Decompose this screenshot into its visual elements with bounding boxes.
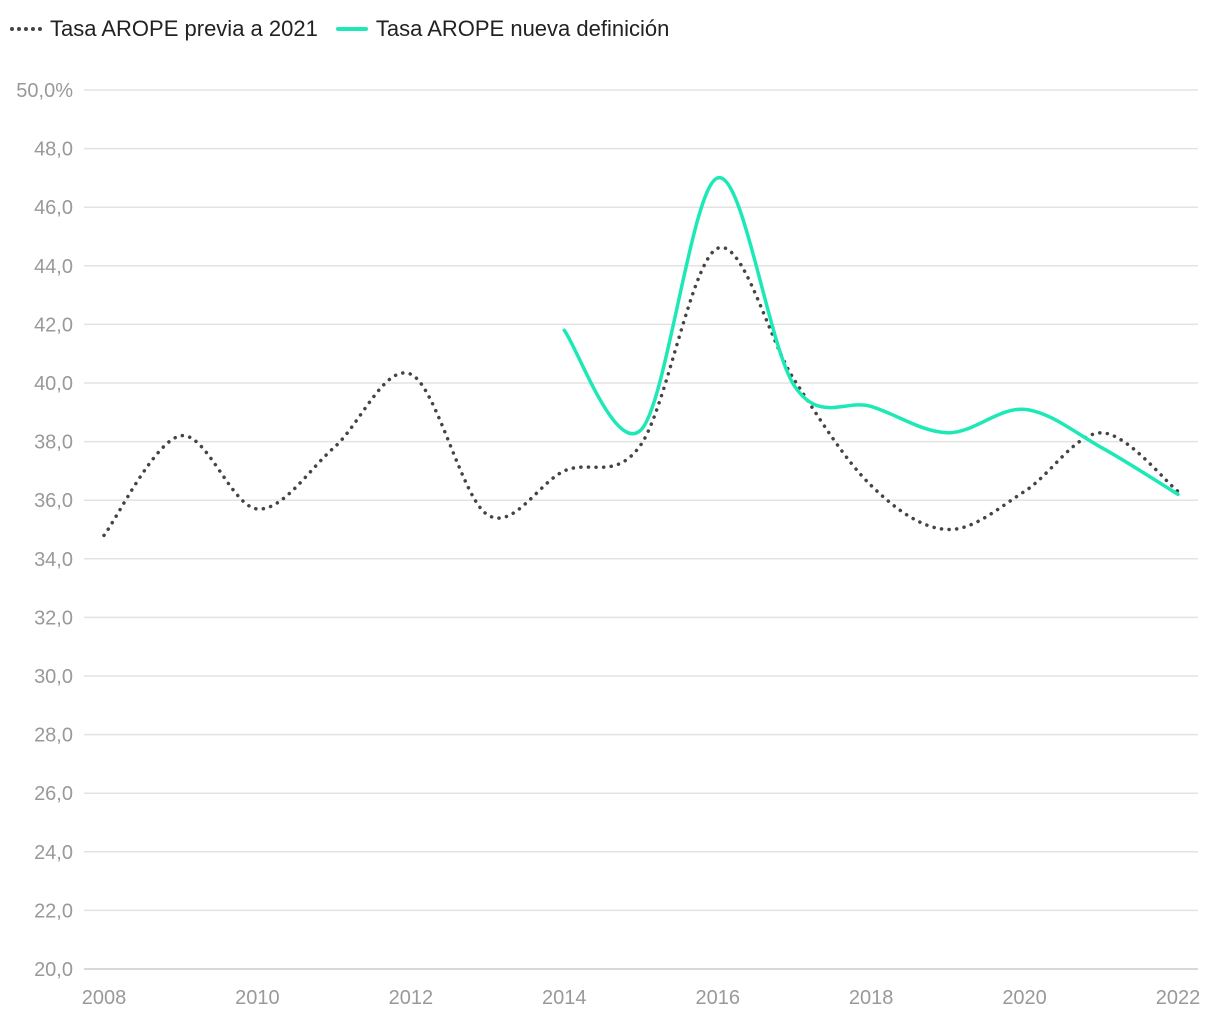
data-point-nueva[interactable] [1096,442,1106,452]
data-point-previa[interactable] [1096,428,1106,438]
y-tick-label: 30,0 [34,666,73,688]
y-tick-label: 26,0 [34,783,73,805]
series-lines [102,176,1180,538]
y-tick-label: 34,0 [34,549,73,571]
data-point-previa[interactable] [406,369,416,379]
y-tick-label: 48,0 [34,139,73,161]
x-tick-label: 2010 [235,987,280,1009]
legend-item-previa[interactable]: Tasa AROPE previa a 2021 [10,16,318,42]
y-tick-label: 44,0 [34,256,73,278]
y-tick-label: 32,0 [34,607,73,629]
y-tick-label: 38,0 [34,432,73,454]
legend-label-previa: Tasa AROPE previa a 2021 [50,16,318,41]
data-point-previa[interactable] [329,442,339,452]
legend-item-nueva[interactable]: Tasa AROPE nueva definición [335,16,670,42]
data-point-previa[interactable] [866,481,876,491]
x-tick-label: 2014 [542,987,587,1009]
y-tick-label: 22,0 [34,900,73,922]
y-tick-label: 28,0 [34,725,73,747]
x-tick-label: 2012 [389,987,434,1009]
gridlines [84,89,1198,970]
data-point-previa[interactable] [1020,486,1030,496]
data-point-previa[interactable] [636,440,646,450]
data-point-nueva[interactable] [559,325,569,335]
x-tick-label: 2020 [1002,987,1047,1009]
series-line-nueva [562,176,1180,497]
data-point-nueva[interactable] [1173,489,1183,499]
x-tick-label: 2008 [82,987,127,1009]
y-tick-label: 36,0 [34,490,73,512]
legend-label-nueva: Tasa AROPE nueva definición [375,16,670,41]
data-point-previa[interactable] [943,525,953,535]
legend-swatch-previa [10,27,42,31]
data-point-nueva[interactable] [636,425,646,435]
x-tick-label: 2018 [849,987,894,1009]
data-point-previa[interactable] [99,530,109,540]
y-tick-label: 40,0 [34,373,73,395]
series-line-previa [102,245,1180,538]
y-tick-label: 46,0 [34,197,73,219]
data-point-nueva[interactable] [789,381,799,391]
data-point-nueva[interactable] [713,173,723,183]
x-tick-label: 2016 [695,987,740,1009]
x-axis-ticks: 2008 2010 2012 2014 2016 2018 2020 2022 [82,987,1201,1009]
data-point-previa[interactable] [176,431,186,441]
data-point-previa[interactable] [559,466,569,476]
y-axis-ticks: 20,0 22,0 24,0 26,0 28,0 30,0 32,0 34,0 36,0 38,0… [16,80,73,981]
data-point-previa[interactable] [483,510,493,520]
data-point-nueva[interactable] [943,428,953,438]
y-tick-label: 50,0% [16,80,73,102]
data-point-nueva[interactable] [1020,404,1030,414]
y-tick-label: 20,0 [34,959,73,981]
data-point-nueva[interactable] [866,401,876,411]
data-point-previa[interactable] [252,504,262,514]
data-point-previa[interactable] [713,243,723,253]
data-points [99,173,1183,540]
legend-swatch-nueva [335,27,368,31]
x-tick-label: 2022 [1156,987,1201,1009]
y-tick-label: 24,0 [34,842,73,864]
y-tick-label: 42,0 [34,314,73,336]
chart-legend: Tasa AROPE previa a 2021 Tasa AROPE nuev… [10,16,687,42]
